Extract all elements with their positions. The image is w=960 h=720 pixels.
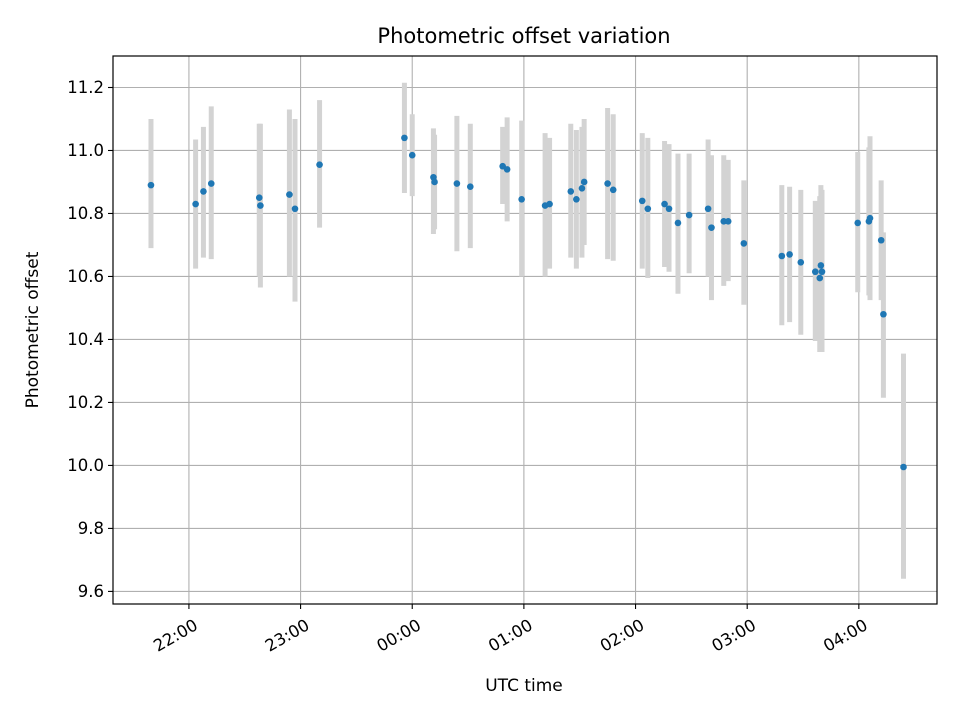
data-point <box>257 202 264 209</box>
data-point <box>818 268 826 276</box>
y-tick-label: 11.0 <box>67 141 104 160</box>
data-point <box>580 178 588 186</box>
data-point <box>200 188 207 195</box>
y-axis-title: Photometric offset <box>23 251 43 408</box>
data-point <box>797 258 805 266</box>
data-point <box>207 180 215 187</box>
x-axis-title: UTC time <box>485 676 563 696</box>
data-point <box>877 236 885 244</box>
data-point <box>900 463 907 471</box>
data-point <box>192 200 199 208</box>
data-point <box>546 200 553 208</box>
data-point <box>704 205 712 213</box>
data-point <box>466 183 474 191</box>
data-point <box>740 240 748 247</box>
data-point <box>431 178 438 186</box>
data-point <box>401 134 408 142</box>
chart-title: Photometric offset variation <box>377 24 670 48</box>
data-point <box>291 205 299 213</box>
data-point <box>578 184 586 192</box>
data-point <box>880 310 887 318</box>
y-axis: 9.6 9.8 10.0 10.2 10.4 10.6 10.8 11.0 11.2 <box>67 78 113 601</box>
data-point <box>816 274 824 282</box>
data-point <box>854 219 862 227</box>
data-point <box>817 262 825 269</box>
data-point <box>567 188 575 195</box>
data-point <box>665 205 673 213</box>
data-point <box>866 214 874 222</box>
data-point <box>638 197 646 205</box>
data-point <box>408 151 416 159</box>
data-point <box>609 186 617 194</box>
y-tick-label: 10.6 <box>67 267 104 286</box>
point-layer <box>147 134 907 471</box>
data-point <box>255 194 263 202</box>
y-tick-label: 10.4 <box>67 330 104 349</box>
data-point <box>518 195 525 203</box>
y-tick-label: 10.8 <box>67 204 104 223</box>
data-point <box>453 180 461 187</box>
y-tick-label: 9.8 <box>78 519 104 538</box>
data-point <box>316 161 323 168</box>
y-tick-label: 10.2 <box>67 393 104 412</box>
data-point <box>724 218 732 225</box>
data-point <box>644 205 652 213</box>
data-point <box>604 180 611 187</box>
data-point <box>778 252 786 260</box>
data-point <box>286 191 293 198</box>
plot-frame <box>112 55 938 605</box>
data-point <box>786 251 793 258</box>
y-tick-label: 9.6 <box>78 582 104 601</box>
data-point <box>674 219 682 227</box>
y-tick-label: 10.0 <box>67 456 104 475</box>
data-point <box>573 195 580 203</box>
data-point <box>811 268 819 276</box>
y-tick-label: 11.2 <box>67 78 104 97</box>
data-point <box>685 211 693 219</box>
data-point <box>503 166 511 173</box>
data-point <box>147 181 155 189</box>
data-point <box>708 224 715 231</box>
data-point <box>661 200 668 208</box>
